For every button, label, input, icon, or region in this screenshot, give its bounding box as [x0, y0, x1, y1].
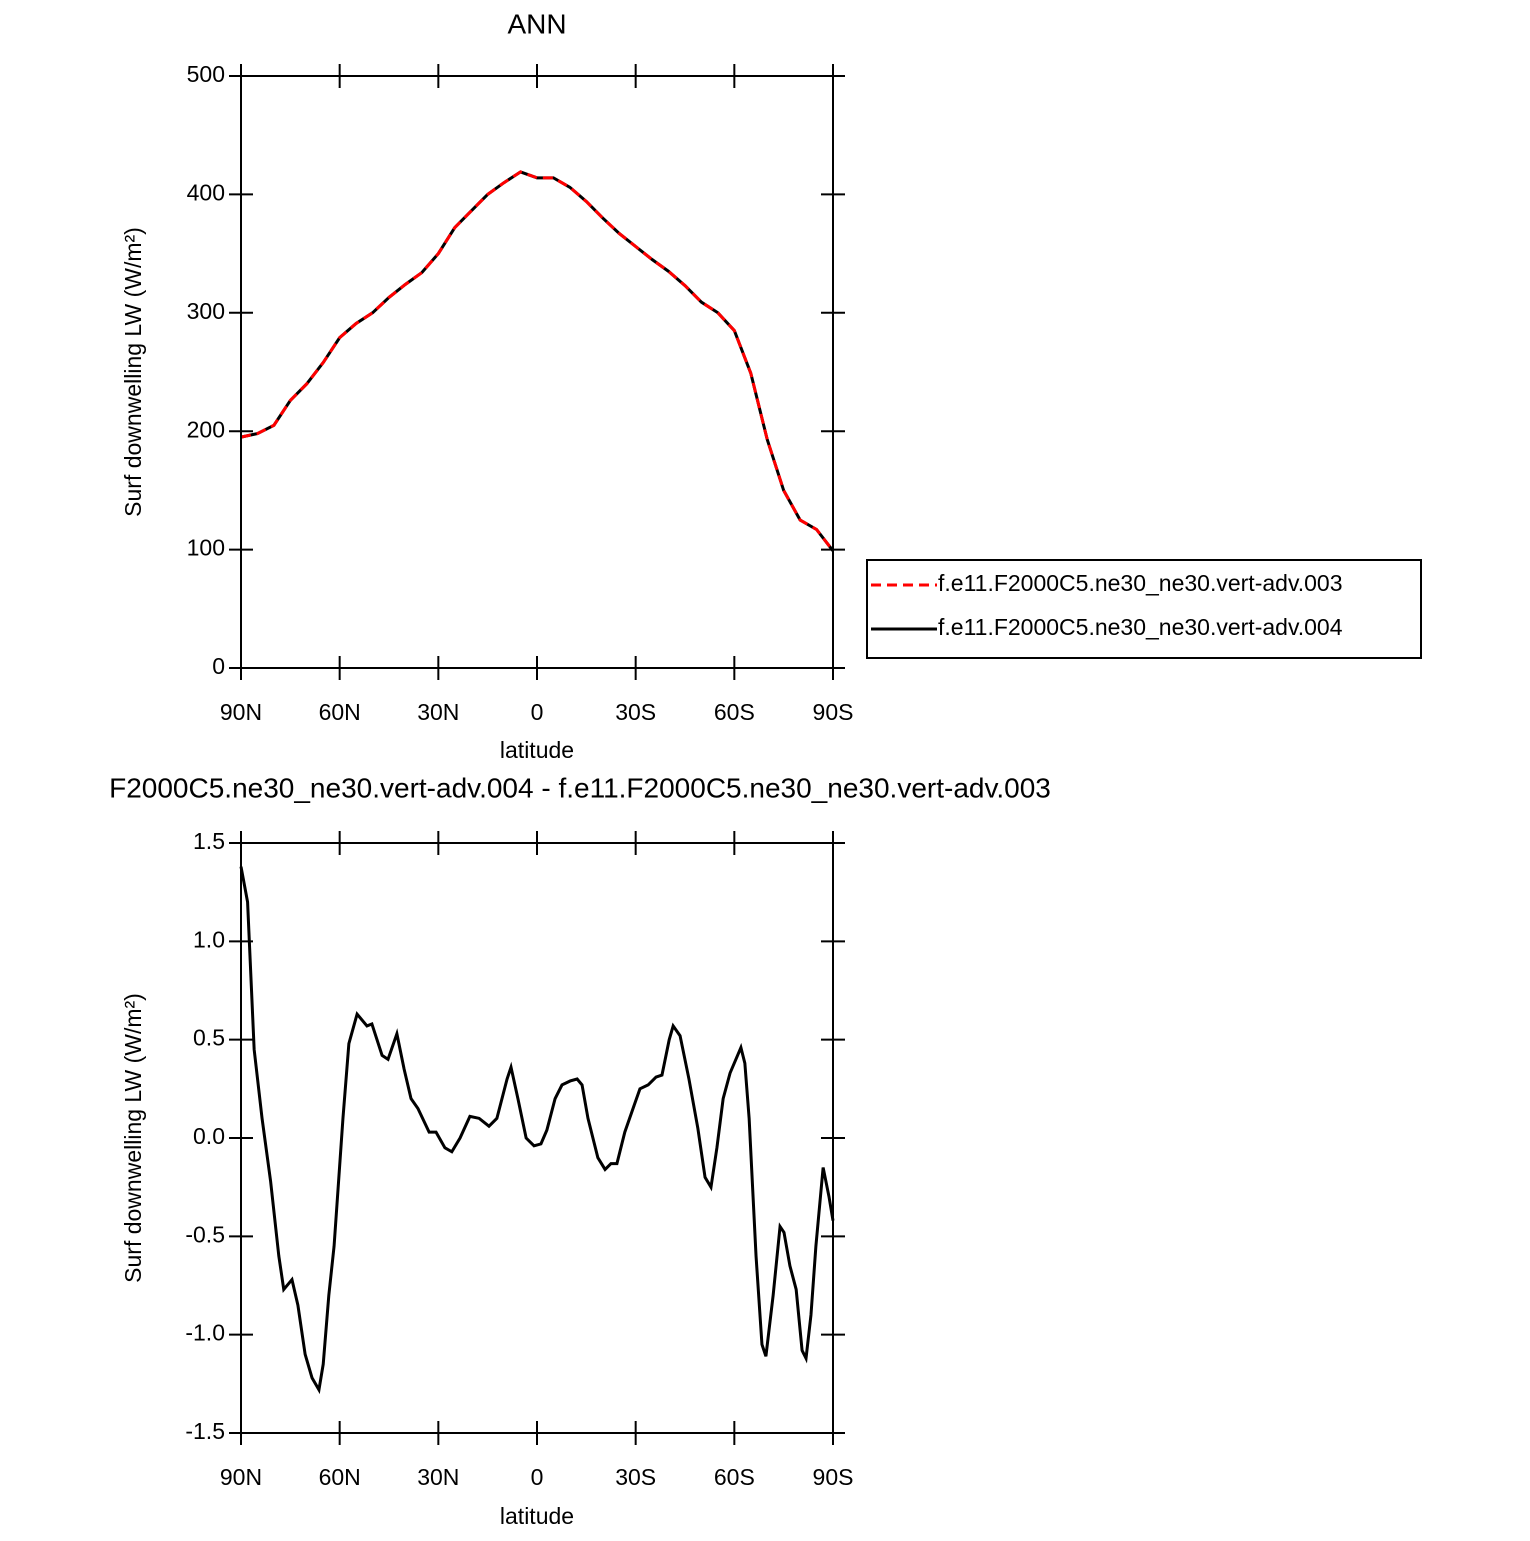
data-line	[240, 170, 835, 552]
y-axis-label: Surf downwelling LW (W/m²)	[120, 993, 146, 1283]
chart-title: F2000C5.ne30_ne30.vert-adv.004 - f.e11.F…	[109, 772, 1051, 803]
x-tick-label: 60S	[714, 1464, 755, 1490]
x-tick-label: 90N	[220, 1464, 262, 1490]
y-tick-label: 0.5	[193, 1025, 225, 1051]
y-tick-label: 0.0	[193, 1123, 225, 1149]
y-tick-label: -1.5	[185, 1418, 225, 1444]
x-tick-label: 0	[531, 1464, 544, 1490]
y-tick-label: 400	[187, 179, 225, 205]
y-tick-label: -0.5	[185, 1221, 225, 1247]
x-tick-label: 30S	[615, 1464, 656, 1490]
x-tick-label: 60N	[319, 699, 361, 725]
x-axis-label: latitude	[500, 1503, 574, 1529]
x-tick-label: 60N	[319, 1464, 361, 1490]
x-tick-label: 90N	[220, 699, 262, 725]
y-tick-label: 300	[187, 298, 225, 324]
legend-label: f.e11.F2000C5.ne30_ne30.vert-adv.004	[938, 614, 1343, 640]
legend-label: f.e11.F2000C5.ne30_ne30.vert-adv.003	[938, 570, 1343, 596]
legend-box	[866, 559, 1422, 659]
x-tick-label: 90S	[813, 1464, 854, 1490]
data-line	[240, 170, 835, 552]
y-tick-label: 200	[187, 416, 225, 442]
plot-frame	[240, 75, 834, 669]
x-tick-label: 30N	[417, 699, 459, 725]
y-axis-label: Surf downwelling LW (W/m²)	[120, 227, 146, 517]
plot-frame	[240, 842, 834, 1434]
data-line	[239, 866, 835, 1395]
x-tick-label: 60S	[714, 699, 755, 725]
y-tick-label: 500	[187, 61, 225, 87]
y-tick-label: 0	[212, 653, 225, 679]
y-tick-label: 1.0	[193, 926, 225, 952]
x-tick-label: 30N	[417, 1464, 459, 1490]
y-tick-label: -1.0	[185, 1320, 225, 1346]
chart-title: ANN	[507, 8, 566, 39]
x-axis-label: latitude	[500, 737, 574, 763]
x-tick-label: 30S	[615, 699, 656, 725]
y-tick-label: 1.5	[193, 828, 225, 854]
y-tick-label: 100	[187, 535, 225, 561]
x-tick-label: 90S	[813, 699, 854, 725]
x-tick-label: 0	[531, 699, 544, 725]
